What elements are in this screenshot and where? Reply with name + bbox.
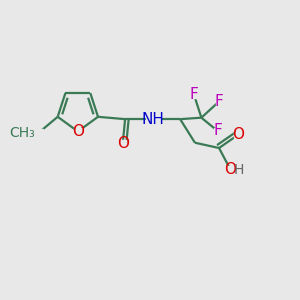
Text: F: F xyxy=(213,123,222,138)
Text: O: O xyxy=(224,162,236,177)
Bar xyxy=(31,129,43,137)
Text: NH: NH xyxy=(142,112,164,127)
Text: F: F xyxy=(190,87,198,102)
Bar xyxy=(191,92,197,98)
Text: H: H xyxy=(233,164,244,177)
Text: O: O xyxy=(232,127,244,142)
Text: O: O xyxy=(117,136,129,151)
Bar xyxy=(226,166,234,172)
Bar xyxy=(214,128,221,134)
Bar xyxy=(216,98,222,105)
Text: O: O xyxy=(72,124,84,139)
Bar xyxy=(74,128,82,135)
Text: F: F xyxy=(215,94,224,109)
Text: CH₃: CH₃ xyxy=(9,126,35,140)
Bar xyxy=(119,140,126,146)
Bar xyxy=(146,115,160,123)
Bar xyxy=(235,131,242,138)
